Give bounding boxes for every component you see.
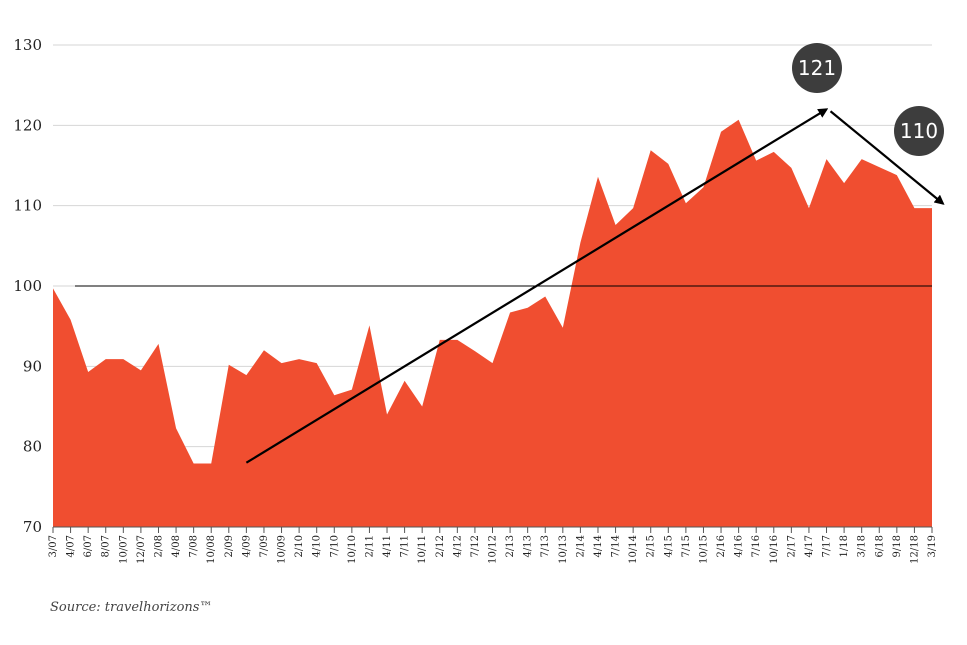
y-tick-label: 70 [23,518,42,536]
x-tick-label: 6/07 [83,535,94,557]
x-tick-label: 8/07 [101,535,112,557]
x-tick-label: 7/13 [540,535,551,557]
x-tick-label: 3/18 [857,535,868,557]
x-tick-label: 4/13 [523,535,534,557]
x-tick-label: 10/07 [118,535,129,564]
x-tick-label: 9/18 [892,535,903,557]
value-badge-110 [894,106,944,156]
data-area [53,119,932,528]
y-tick-labels: 70 80 90 100 110 120 130 [13,36,42,536]
x-tick-label: 2/10 [294,535,305,557]
x-tick-label: 7/12 [470,535,481,557]
x-tick-label: 7/16 [751,535,762,557]
x-tick-label: 7/08 [189,535,200,557]
x-tick-label: 7/17 [822,535,833,557]
value-badge-121 [792,43,842,93]
x-tick-label: 6/18 [874,535,885,557]
x-tick-label: 2/11 [364,535,375,557]
x-tick-label: 10/11 [417,535,428,564]
x-tick-label: 7/10 [329,535,340,557]
x-tick-label: 4/09 [241,535,252,557]
x-tick-label: 2/17 [786,535,797,557]
y-tick-label: 120 [13,116,42,134]
value-badge-label: 110 [900,119,938,143]
axes [52,526,933,533]
source-note: Source: travelhorizons™ [50,600,213,615]
value-badge-label: 121 [798,56,836,80]
y-tick-label: 100 [13,277,42,295]
trend-arrow-down [829,110,945,205]
x-tick-label: 4/17 [804,535,815,557]
x-tick-label: 3/07 [48,535,59,557]
x-tick-label: 10/15 [698,535,709,564]
x-tick-label: 4/12 [452,535,463,557]
x-tick-label: 12/07 [136,535,147,564]
y-tick-label: 80 [23,438,42,456]
x-tick-label: 4/16 [734,535,745,557]
x-tick-label: 7/15 [681,535,692,557]
x-tick-label: 4/11 [382,535,393,557]
x-tick-labels: 3/07 4/07 6/07 8/07 10/07 12/07 2/08 4/08 7/08 10… [48,535,938,564]
x-tick-label: 10/16 [769,535,780,564]
x-tick-label: 2/12 [435,535,446,557]
x-tick-label: 2/09 [224,535,235,557]
x-tick-label: 10/10 [347,535,358,564]
x-tick-label: 7/11 [400,535,411,557]
x-tick-label: 4/15 [663,535,674,557]
x-tick-label: 7/14 [611,535,622,557]
y-tick-label: 90 [23,357,42,375]
x-tick-label: 10/08 [206,535,217,564]
x-tick-label: 10/13 [558,535,569,564]
x-tick-label: 2/14 [575,535,586,557]
annotations: 121 110 [245,43,945,464]
x-tick-label: 2/08 [153,535,164,557]
x-tick-label: 3/19 [927,535,938,557]
area-series [53,119,932,528]
x-tick-label: 7/09 [259,535,270,557]
x-tick-label: 4/07 [66,535,77,557]
x-tick-label: 4/10 [312,535,323,557]
y-tick-label: 110 [13,197,42,215]
trend-arrow-up [245,108,829,464]
x-tick-label: 2/15 [646,535,657,557]
x-tick-label: 1/18 [839,535,850,557]
x-tick-label: 2/16 [716,535,727,557]
x-tick-label: 10/09 [277,535,288,564]
x-tick-label: 10/14 [628,535,639,564]
y-tick-label: 130 [13,36,42,54]
x-tick-label: 4/08 [171,535,182,557]
x-tick-label: 2/13 [505,535,516,557]
x-tick-label: 4/14 [593,535,604,557]
x-tick-label: 10/12 [488,535,499,564]
x-tick-label: 12/18 [909,535,920,564]
